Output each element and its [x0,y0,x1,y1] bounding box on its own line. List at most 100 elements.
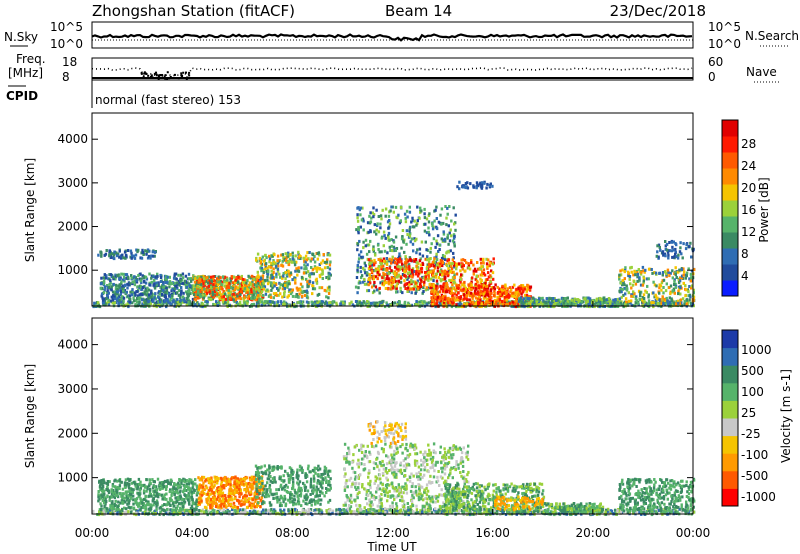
heatmap-cell [433,219,436,223]
heatmap-cell [269,303,272,307]
heatmap-cell [470,261,473,264]
heatmap-cell [277,293,280,297]
heatmap-cell [367,258,371,262]
nsky-trace [91,33,693,42]
freq-label: Freq. [16,52,46,66]
heatmap-cell [369,211,372,215]
heatmap-cell [424,222,427,226]
heatmap-cell [356,268,359,272]
heatmap-cell [246,296,249,300]
heatmap-cell [432,279,435,283]
heatmap-cell [448,290,451,294]
heatmap-cell [508,286,512,290]
heatmap-cell [517,286,520,290]
heatmap-cell [469,182,472,186]
heatmap-cell [486,278,489,281]
heatmap-cell [320,286,324,290]
heatmap-cell [390,238,393,241]
heatmap-cell [419,282,422,286]
heatmap-cell [107,286,111,289]
heatmap-cell [297,250,300,254]
heatmap-cell [429,270,433,274]
heatmap-cell [632,290,635,294]
heatmap-cell [213,303,217,307]
heatmap-cell [390,244,393,248]
heatmap-cell [453,273,456,277]
heatmap-cell [425,217,429,221]
heatmap-cell [664,254,667,258]
heatmap-cell [217,280,221,284]
heatmap-cell [526,287,529,291]
heatmap-cell [250,296,253,300]
freq-tick-bottom: 8 [62,70,70,84]
heatmap-cell [280,263,283,267]
heatmap-cell [664,244,667,248]
heatmap-cell [408,234,412,238]
heatmap-cell [138,286,141,290]
heatmap-cell [638,276,641,280]
heatmap-cell [281,287,285,291]
heatmap-cell [286,295,289,299]
heatmap-cell [415,290,418,293]
heatmap-cell [658,246,661,249]
heatmap-cell [368,262,371,266]
heatmap-cell [277,288,280,292]
heatmap-cell [188,287,191,291]
heatmap-cell [411,280,415,284]
heatmap-cell [141,511,144,515]
heatmap-cell [102,282,105,286]
heatmap-cell [192,284,196,288]
heatmap-cell [357,226,360,229]
heatmap-cell [311,292,314,296]
heatmap-cell [364,302,368,306]
heatmap-cell [552,303,556,307]
heatmap-cell [689,241,692,245]
heatmap-cell [223,280,226,284]
heatmap-cell [525,303,528,307]
heatmap-cell [255,258,258,262]
heatmap-cell [322,253,325,256]
heatmap-cell [254,291,257,295]
heatmap-cell [447,296,450,300]
heatmap-cell [422,300,426,304]
heatmap-cell [413,219,416,223]
heatmap-cell [436,298,439,302]
heatmap-cell [430,296,433,300]
heatmap-cell [383,267,387,271]
heatmap-cell [327,292,331,295]
heatmap-cell [121,295,124,299]
heatmap-cell [122,276,126,279]
heatmap-cell [191,297,195,301]
heatmap-cell [118,249,121,253]
heatmap-cell [391,255,394,259]
heatmap-cell [212,295,216,299]
heatmap-cell [114,283,118,287]
heatmap-cell [670,299,673,303]
heatmap-cell [405,209,409,213]
heatmap-cell [172,298,175,302]
heatmap-cell [439,296,442,300]
heatmap-cell [192,301,195,305]
heatmap-cell [475,181,479,185]
heatmap-cell [447,301,450,305]
heatmap-cell [362,246,365,250]
heatmap-cell [404,255,407,259]
heatmap-cell [407,271,410,275]
heatmap-cell [318,286,321,290]
heatmap-cell [145,293,148,297]
heatmap-cell [272,259,275,263]
heatmap-cell [388,219,391,222]
heatmap-cell [501,299,504,303]
heatmap-cell [149,256,152,260]
heatmap-cell [425,267,429,271]
heatmap-cell [579,303,582,307]
heatmap-cell [130,256,133,260]
colorbar-swatch [722,280,738,297]
heatmap-cell [97,253,100,257]
heatmap-cell [601,301,604,305]
heatmap-cell [457,286,460,290]
heatmap-cell [150,298,154,302]
heatmap-cell [458,296,461,300]
heatmap-cell [442,298,445,302]
heatmap-cell [388,245,391,249]
